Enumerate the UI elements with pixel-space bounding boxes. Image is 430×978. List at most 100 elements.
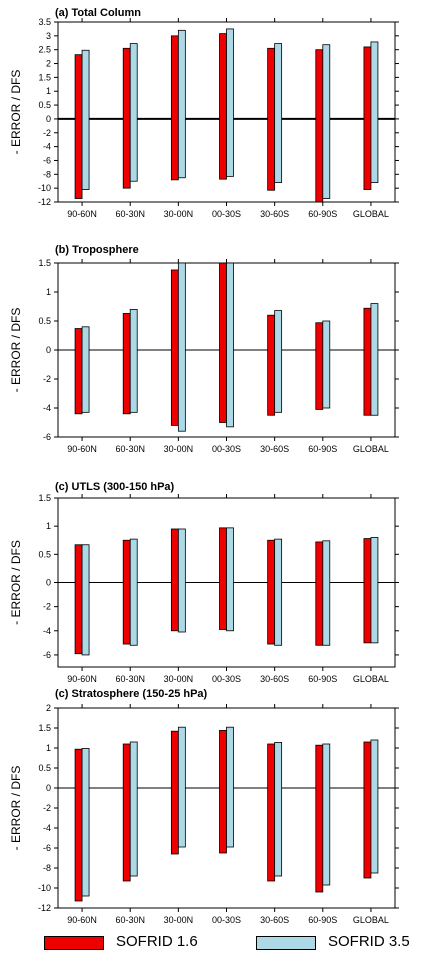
panel-title: (c) UTLS (300-150 hPa) bbox=[55, 481, 175, 493]
y-tick-label: 1.5 bbox=[38, 723, 51, 733]
y-tick-label: 0 bbox=[46, 783, 51, 793]
bar-sofrid-3-5 bbox=[226, 726, 234, 848]
bar-sofrid-1-6 bbox=[74, 54, 83, 199]
legend-swatch-sofrid-1-6 bbox=[44, 936, 104, 950]
x-tick-label: 30-60S bbox=[260, 444, 289, 454]
y-axis-label: - ERROR / DFS bbox=[9, 766, 23, 851]
bar-sofrid-3-5 bbox=[322, 743, 331, 886]
y-tick-label: 1 bbox=[46, 287, 51, 297]
bar-sofrid-1-6 bbox=[363, 307, 372, 416]
bar-sofrid-3-5 bbox=[370, 537, 379, 644]
x-tick-label: GLOBAL bbox=[353, 915, 389, 925]
y-tick-label: -6 bbox=[43, 650, 51, 660]
bar-sofrid-1-6 bbox=[122, 539, 131, 645]
y-tick-label: -4 bbox=[43, 823, 51, 833]
x-tick-label: 00-30S bbox=[212, 915, 241, 925]
x-tick-label: 00-30S bbox=[212, 209, 241, 219]
legend-swatch-sofrid-3-5 bbox=[256, 936, 316, 950]
bar-sofrid-3-5 bbox=[81, 326, 90, 413]
y-tick-label: 0 bbox=[46, 114, 51, 124]
y-tick-label: 2 bbox=[46, 59, 51, 69]
y-axis-label: - ERROR / DFS bbox=[9, 70, 23, 155]
x-tick-label: 30-00N bbox=[164, 915, 194, 925]
bar-sofrid-3-5 bbox=[370, 303, 379, 416]
y-tick-label: 1.5 bbox=[38, 258, 51, 268]
y-tick-label: 2 bbox=[46, 703, 51, 713]
bar-sofrid-3-5 bbox=[81, 748, 90, 897]
x-tick-label: 60-90S bbox=[308, 674, 337, 684]
bar-sofrid-1-6 bbox=[170, 730, 179, 855]
y-tick-label: 0.5 bbox=[38, 316, 51, 326]
panel-troposphere: (b) Troposphere - ERROR / DFS 1.5 1 0.5 0 -2 -4… bbox=[9, 244, 399, 454]
y-tick-label: 2.5 bbox=[38, 45, 51, 55]
bar-sofrid-1-6 bbox=[219, 730, 227, 854]
y-tick-label: 0.5 bbox=[38, 549, 51, 559]
bar-sofrid-3-5 bbox=[177, 29, 186, 179]
legend-label-sofrid-3-5: SOFRID 3.5 bbox=[328, 933, 410, 950]
panel-stratosphere: (c) Stratosphere (150-25 hPa) - ERROR / D… bbox=[9, 688, 399, 925]
bar-sofrid-1-6 bbox=[315, 744, 324, 893]
bar-sofrid-3-5 bbox=[177, 262, 186, 432]
bar-sofrid-1-6 bbox=[315, 49, 324, 203]
bar-sofrid-1-6 bbox=[170, 528, 179, 632]
y-tick-label: 1.5 bbox=[38, 72, 51, 82]
x-tick-label: 30-60S bbox=[260, 209, 289, 219]
panel-utls: (c) UTLS (300-150 hPa) - ERROR / DFS 1.5 1 0… bbox=[9, 481, 399, 684]
y-tick-label: -8 bbox=[43, 863, 51, 873]
x-tick-label: 30-60S bbox=[260, 674, 289, 684]
bar-sofrid-1-6 bbox=[219, 33, 227, 180]
bar-sofrid-1-6 bbox=[170, 269, 179, 426]
x-tick-label: 60-30N bbox=[115, 915, 145, 925]
x-tick-label: 60-30N bbox=[115, 209, 145, 219]
x-tick-label: 90-60N bbox=[67, 915, 97, 925]
y-tick-label: -6 bbox=[43, 432, 51, 442]
bar-sofrid-1-6 bbox=[267, 539, 276, 645]
panel-total-column: (a) Total Column - ERROR / DFS 3.5 3 2.5 2 1.5… bbox=[9, 7, 399, 219]
bar-sofrid-3-5 bbox=[322, 44, 331, 199]
x-tick-label: 90-60N bbox=[67, 444, 97, 454]
y-tick-label: -4 bbox=[43, 403, 51, 413]
bar-sofrid-3-5 bbox=[226, 527, 234, 632]
y-axis-label: - ERROR / DFS bbox=[9, 540, 23, 625]
bar-sofrid-3-5 bbox=[129, 538, 138, 646]
x-tick-label: 60-90S bbox=[308, 444, 337, 454]
x-tick-label: 90-60N bbox=[67, 209, 97, 219]
bar-sofrid-1-6 bbox=[170, 35, 179, 181]
bar-sofrid-1-6 bbox=[363, 46, 372, 190]
legend-label-sofrid-1-6: SOFRID 1.6 bbox=[116, 933, 198, 950]
x-tick-label: 90-60N bbox=[67, 674, 97, 684]
bar-sofrid-3-5 bbox=[370, 739, 379, 874]
bar-sofrid-3-5 bbox=[177, 726, 186, 848]
bar-sofrid-3-5 bbox=[370, 41, 379, 184]
bar-sofrid-1-6 bbox=[267, 314, 276, 416]
panel-title: (b) Troposphere bbox=[55, 244, 139, 256]
x-tick-label: GLOBAL bbox=[353, 209, 389, 219]
bar-sofrid-1-6 bbox=[219, 262, 227, 423]
bar-sofrid-3-5 bbox=[274, 742, 283, 877]
panel-title: (c) Stratosphere (150-25 hPa) bbox=[55, 688, 208, 700]
y-tick-label: -12 bbox=[38, 197, 51, 207]
bar-sofrid-3-5 bbox=[129, 43, 138, 182]
y-tick-label: -4 bbox=[43, 142, 51, 152]
bar-sofrid-3-5 bbox=[274, 310, 283, 413]
y-tick-label: 1 bbox=[46, 521, 51, 531]
bar-sofrid-1-6 bbox=[219, 527, 227, 630]
bar-sofrid-1-6 bbox=[74, 544, 83, 655]
bar-sofrid-1-6 bbox=[267, 47, 276, 191]
y-tick-label: -6 bbox=[43, 155, 51, 165]
y-tick-label: 0.5 bbox=[38, 100, 51, 110]
x-tick-label: 60-30N bbox=[115, 674, 145, 684]
y-tick-label: 3.5 bbox=[38, 17, 51, 27]
bar-sofrid-1-6 bbox=[315, 541, 324, 646]
bar-sofrid-3-5 bbox=[81, 544, 90, 656]
x-tick-label: 00-30S bbox=[212, 444, 241, 454]
y-tick-label: -6 bbox=[43, 843, 51, 853]
bar-sofrid-1-6 bbox=[122, 743, 131, 882]
x-tick-label: 60-90S bbox=[308, 915, 337, 925]
y-tick-label: -2 bbox=[43, 128, 51, 138]
x-tick-label: 30-00N bbox=[164, 209, 194, 219]
y-axis-label: - ERROR / DFS bbox=[9, 308, 23, 393]
bar-sofrid-1-6 bbox=[363, 741, 372, 879]
bar-sofrid-3-5 bbox=[129, 308, 138, 413]
y-tick-label: -10 bbox=[38, 183, 51, 193]
